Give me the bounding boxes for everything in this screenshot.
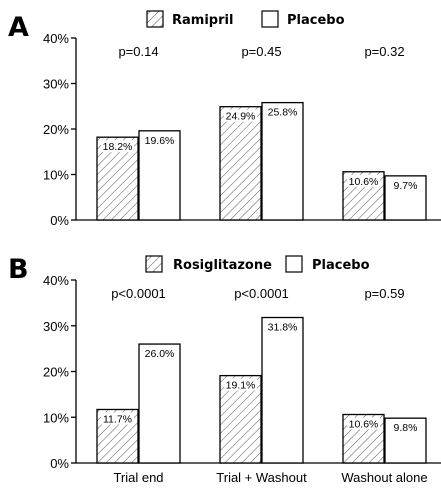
legend-swatch-treatment bbox=[146, 10, 164, 28]
p-value: p<0.0001 bbox=[234, 286, 289, 301]
y-axis: 0% 10% 20% 30% 40% bbox=[43, 31, 77, 228]
legend: Rosiglitazone Placebo bbox=[145, 255, 370, 273]
x-category-label: Trial + Washout bbox=[216, 470, 307, 485]
legend-label: Placebo bbox=[312, 258, 370, 273]
legend-swatch-placebo bbox=[261, 10, 279, 28]
legend-swatch-placebo bbox=[285, 255, 303, 273]
bar-treatment bbox=[219, 106, 262, 221]
y-tick-label: 20% bbox=[43, 365, 69, 380]
panel-a: A Ramipril Placebo 0% 10% 20% 30% 40% 18.2% 19.6%… bbox=[8, 10, 441, 228]
panel-letter: B bbox=[8, 254, 29, 285]
data-label-bg bbox=[224, 109, 257, 122]
bar-placebo bbox=[261, 316, 304, 464]
x-category-label: Trial end bbox=[113, 470, 163, 485]
panel-letter: A bbox=[8, 12, 29, 43]
data-label: 9.8% bbox=[394, 422, 418, 434]
panel-b: B Rosiglitazone Placebo 0% 10% 20% 30% 40% 11.7%… bbox=[8, 254, 441, 485]
p-value: p<0.0001 bbox=[111, 286, 166, 301]
y-tick-label: 0% bbox=[50, 213, 69, 228]
data-label-bg bbox=[143, 347, 176, 360]
data-label-bg bbox=[347, 417, 380, 430]
data-label: 19.6% bbox=[145, 135, 175, 147]
bar-placebo bbox=[261, 101, 304, 221]
data-label: 31.8% bbox=[268, 322, 298, 334]
y-tick-label: 40% bbox=[43, 31, 69, 46]
p-value: p=0.32 bbox=[364, 44, 404, 59]
legend-label: Placebo bbox=[287, 13, 345, 28]
legend-label: Ramipril bbox=[172, 13, 233, 28]
y-tick-label: 10% bbox=[43, 410, 69, 425]
data-label: 19.1% bbox=[226, 380, 256, 392]
p-value: p=0.59 bbox=[364, 286, 404, 301]
y-tick-label: 10% bbox=[43, 168, 69, 183]
data-label-bg bbox=[224, 378, 257, 391]
data-label: 11.7% bbox=[103, 413, 132, 425]
data-label: 26.0% bbox=[145, 348, 175, 360]
y-tick-label: 0% bbox=[50, 456, 69, 471]
bars: 11.7% 26.0% 19.1% 31.8% 10.6% 9.8% bbox=[96, 316, 427, 464]
data-label: 25.8% bbox=[268, 107, 298, 119]
data-label-bg bbox=[392, 421, 419, 434]
data-label: 10.6% bbox=[349, 176, 379, 188]
data-label: 10.6% bbox=[349, 419, 379, 431]
data-label-bg bbox=[347, 174, 380, 187]
legend-label: Rosiglitazone bbox=[173, 258, 272, 273]
y-tick-label: 20% bbox=[43, 122, 69, 137]
legend-swatch-treatment bbox=[145, 255, 163, 273]
data-label: 18.2% bbox=[103, 141, 133, 153]
x-category-label: Washout alone bbox=[341, 470, 427, 485]
bars: 18.2% 19.6% 24.9% 25.8% 10.6% 9.7% bbox=[96, 101, 427, 221]
data-label-bg bbox=[101, 412, 134, 425]
data-label-bg bbox=[266, 320, 299, 333]
y-tick-label: 30% bbox=[43, 319, 69, 334]
y-axis: 0% 10% 20% 30% 40% bbox=[43, 273, 77, 471]
data-label: 9.7% bbox=[394, 180, 418, 192]
y-tick-label: 40% bbox=[43, 273, 69, 288]
p-value: p=0.45 bbox=[241, 44, 281, 59]
data-label-bg bbox=[266, 105, 299, 118]
data-label: 24.9% bbox=[226, 111, 256, 123]
y-tick-label: 30% bbox=[43, 77, 69, 92]
data-label-bg bbox=[143, 133, 176, 146]
bar-placebo bbox=[138, 343, 181, 464]
legend: Ramipril Placebo bbox=[146, 10, 345, 28]
data-label-bg bbox=[392, 178, 419, 191]
data-label-bg bbox=[101, 140, 134, 153]
p-value: p=0.14 bbox=[118, 44, 158, 59]
